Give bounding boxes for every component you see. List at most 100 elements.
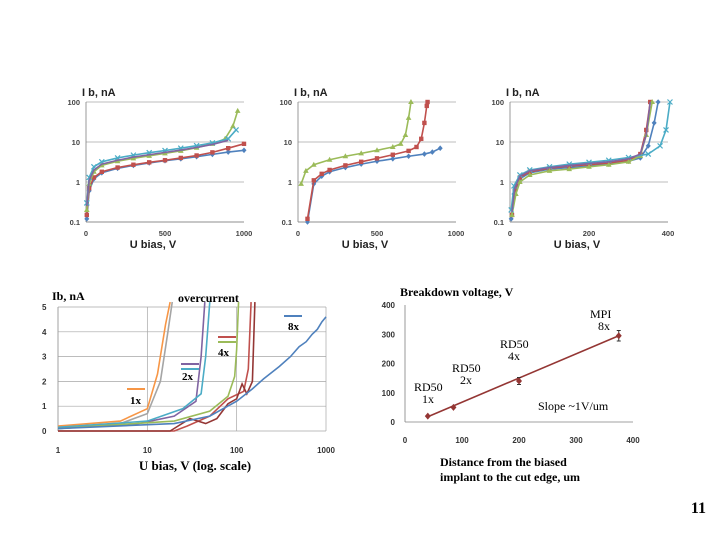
- series-line: [85, 139, 229, 207]
- data-point: [374, 158, 380, 165]
- data-point: [657, 142, 664, 149]
- y-tick-label: 0.1: [494, 218, 504, 227]
- x-axis-title: implant to the cut edge, um: [440, 470, 580, 484]
- x-tick-label: 200: [512, 436, 526, 445]
- annotation-label: Slope ~1V/um: [538, 399, 609, 413]
- data-point: [305, 216, 310, 222]
- y-tick-label: 300: [382, 330, 396, 339]
- data-point: [424, 412, 431, 420]
- annotation-label: 2x: [460, 373, 472, 387]
- data-point: [162, 158, 168, 163]
- y-tick-label: 4: [42, 328, 47, 337]
- annotation-label: RD50: [500, 337, 529, 351]
- data-point: [178, 155, 183, 161]
- annotation-label: overcurrent: [178, 291, 239, 305]
- y-tick-label: 0.1: [70, 218, 80, 227]
- x-tick-label: 0: [296, 229, 300, 238]
- annotation-label: RD50: [414, 380, 443, 394]
- y-tick-label: 400: [382, 301, 396, 310]
- series-line: [57, 302, 240, 430]
- data-point: [84, 212, 89, 218]
- x-axis-title: U bias, V: [554, 239, 601, 251]
- data-point: [516, 377, 522, 385]
- data-point: [194, 153, 199, 158]
- x-tick-label: 500: [159, 229, 172, 238]
- data-point: [91, 175, 97, 180]
- y-tick-label: 10: [72, 138, 80, 147]
- data-point: [429, 149, 435, 155]
- x-tick-label: 1000: [236, 229, 253, 238]
- data-point: [546, 167, 553, 173]
- y-axis-title: Ib, nA: [52, 289, 85, 303]
- data-point: [655, 99, 661, 105]
- data-point: [303, 167, 309, 173]
- x-tick-label: 500: [371, 229, 384, 238]
- y-tick-label: 10: [496, 138, 504, 147]
- data-point: [99, 169, 104, 174]
- page-number: 11: [690, 500, 706, 517]
- data-point: [402, 131, 409, 137]
- y-tick-label: 1: [76, 178, 80, 187]
- y-tick-label: 2: [42, 377, 47, 386]
- data-point: [342, 153, 349, 159]
- annotation-label: 8x: [288, 321, 300, 333]
- y-tick-label: 3: [42, 353, 47, 362]
- data-point: [648, 99, 653, 105]
- y-tick-label: 5: [42, 303, 47, 312]
- data-point: [663, 127, 669, 133]
- series-line: [57, 301, 174, 429]
- x-tick-label: 100: [455, 436, 469, 445]
- data-point: [586, 163, 592, 169]
- data-point: [131, 162, 136, 167]
- y-tick-label: 1: [288, 178, 292, 187]
- series-line: [58, 302, 252, 432]
- data-point: [509, 211, 515, 217]
- series-line: [511, 101, 652, 212]
- series-line: [57, 301, 171, 427]
- data-point: [527, 169, 532, 174]
- data-point: [390, 152, 395, 157]
- x-tick-label: 300: [569, 436, 583, 445]
- y-tick-label: 100: [382, 389, 396, 398]
- y-tick-label: 100: [279, 98, 292, 107]
- data-point: [405, 114, 412, 120]
- data-point: [226, 145, 231, 151]
- y-tick-label: 100: [491, 98, 504, 107]
- x-tick-label: 400: [662, 229, 675, 238]
- data-point: [406, 153, 412, 160]
- x-axis-title: U bias, V: [342, 239, 389, 251]
- data-point: [419, 136, 424, 142]
- x-axis-title: Distance from the biased: [440, 455, 567, 469]
- data-point: [343, 163, 348, 168]
- data-point: [667, 99, 673, 105]
- data-point: [233, 127, 240, 133]
- annotation-label: MPI: [590, 307, 611, 321]
- x-axis-title: U bias, V (log. scale): [139, 458, 251, 473]
- data-point: [390, 156, 396, 162]
- series-line: [300, 101, 412, 185]
- data-point: [651, 120, 657, 126]
- annotation-label: 4x: [218, 347, 230, 359]
- data-point: [625, 158, 632, 164]
- x-tick-label: 0: [84, 229, 88, 238]
- data-point: [566, 166, 573, 172]
- data-point: [225, 149, 231, 155]
- data-point: [234, 107, 241, 113]
- data-point: [408, 99, 414, 104]
- series-line: [57, 301, 211, 429]
- x-tick-label: 1: [56, 446, 61, 455]
- data-point: [298, 180, 304, 186]
- data-point: [390, 143, 396, 149]
- annotation-label: 1x: [422, 392, 434, 406]
- data-point: [241, 147, 247, 154]
- data-point: [319, 171, 324, 177]
- data-point: [645, 143, 651, 149]
- data-point: [605, 161, 612, 167]
- data-point: [83, 206, 90, 212]
- y-tick-label: 0: [42, 427, 47, 436]
- x-tick-label: 1000: [448, 229, 465, 238]
- fit-line: [427, 334, 620, 418]
- data-point: [147, 160, 152, 165]
- data-point: [516, 172, 523, 178]
